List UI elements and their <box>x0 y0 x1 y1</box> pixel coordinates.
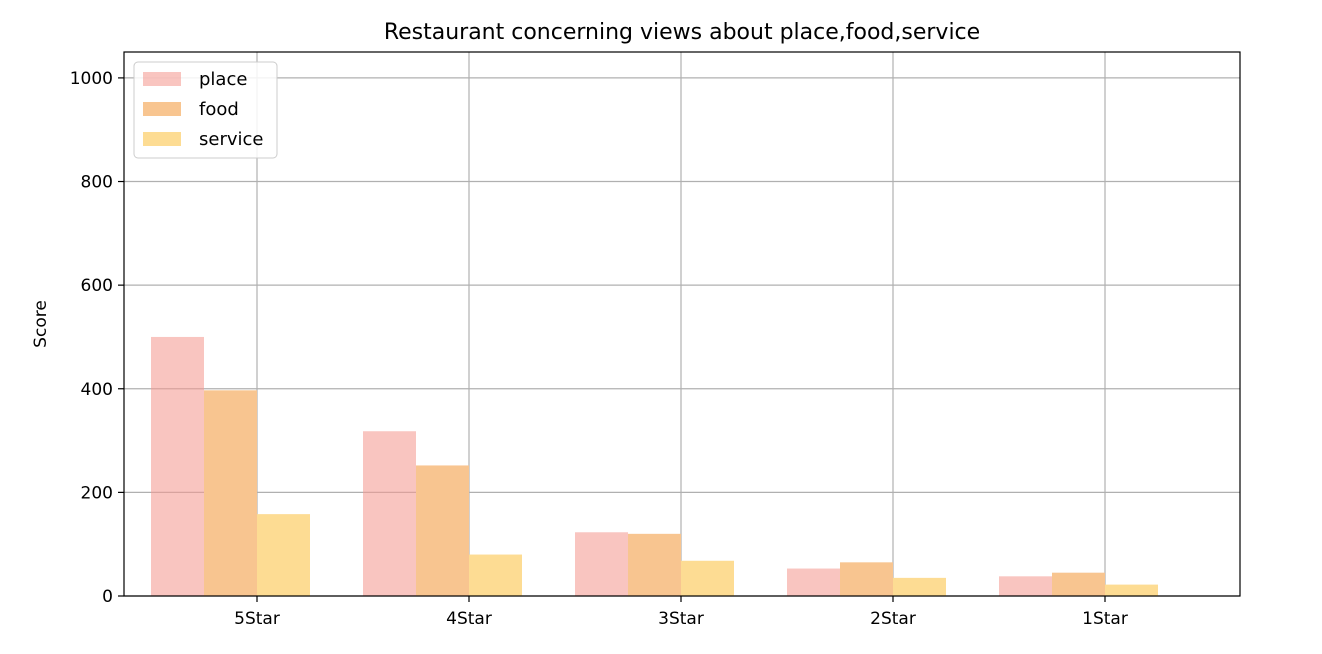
bar-place-2Star <box>787 568 840 596</box>
bar-place-1Star <box>999 576 1052 596</box>
grid-lines <box>124 52 1240 597</box>
x-tick-label: 1Star <box>1082 609 1128 629</box>
y-tick-label: 400 <box>81 380 113 400</box>
x-tick-label: 4Star <box>446 609 492 629</box>
y-axis-label: Score <box>31 300 51 348</box>
y-tick-label: 1000 <box>70 69 113 89</box>
plot-frame <box>123 51 1241 597</box>
bar-food-1Star <box>1052 572 1105 596</box>
y-tick-label: 200 <box>81 483 113 503</box>
x-tick-label: 5Star <box>234 609 280 629</box>
legend-label-food: food <box>199 99 239 120</box>
bar-service-4Star <box>469 554 522 596</box>
x-tick-label: 3Star <box>658 609 704 629</box>
legend-swatch-food <box>143 102 181 116</box>
y-tick-label: 0 <box>102 587 113 607</box>
x-axis-ticks: 5Star 4Star 3Star 2Star 1Star <box>234 596 1128 629</box>
legend-label-place: place <box>199 69 247 90</box>
bars <box>151 336 1158 596</box>
y-axis-ticks: 0 200 400 600 800 1000 <box>70 69 124 607</box>
legend: place food service <box>133 61 278 159</box>
x-tick-label: 2Star <box>870 609 916 629</box>
y-tick-label: 600 <box>81 276 113 296</box>
bar-place-3Star <box>575 532 628 596</box>
bar-food-4Star <box>416 465 469 596</box>
bar-service-5Star <box>257 514 310 596</box>
bar-service-3Star <box>681 560 734 596</box>
bar-food-2Star <box>840 562 893 596</box>
bar-food-3Star <box>628 533 681 596</box>
chart-title: Restaurant concerning views about place,… <box>384 20 980 45</box>
bar-service-2Star <box>893 577 946 596</box>
legend-label-service: service <box>199 129 263 150</box>
bar-service-1Star <box>1105 584 1158 596</box>
legend-swatch-service <box>143 132 181 146</box>
y-tick-label: 800 <box>81 173 113 193</box>
bar-food-5Star <box>204 390 257 596</box>
bar-place-4Star <box>363 431 416 596</box>
bar-place-5Star <box>151 336 204 596</box>
legend-swatch-place <box>143 72 181 86</box>
